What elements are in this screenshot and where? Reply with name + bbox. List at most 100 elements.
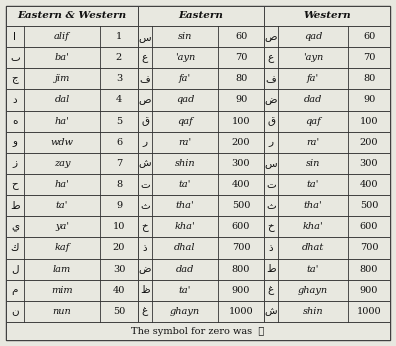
Bar [6, 132, 138, 153]
Text: I: I [13, 31, 17, 42]
Bar [138, 237, 264, 258]
Text: ta': ta' [307, 265, 319, 274]
Text: ف: ف [140, 74, 150, 84]
Text: ذ: ذ [143, 243, 147, 253]
Bar [264, 132, 390, 153]
Text: ghayn: ghayn [170, 307, 200, 316]
Text: 500: 500 [232, 201, 250, 210]
Text: ghayn: ghayn [298, 286, 328, 295]
Text: ya': ya' [55, 222, 69, 231]
Bar [264, 153, 390, 174]
Text: kaf: kaf [54, 244, 70, 253]
Text: ت: ت [266, 180, 276, 190]
Text: 30: 30 [113, 265, 125, 274]
Text: ra': ra' [307, 138, 320, 147]
Text: 6: 6 [116, 138, 122, 147]
Text: 300: 300 [360, 159, 378, 168]
Bar [138, 47, 264, 68]
Text: ر: ر [143, 137, 147, 147]
Text: wdw: wdw [51, 138, 74, 147]
Text: shin: shin [175, 159, 195, 168]
Bar [264, 237, 390, 258]
Text: fa': fa' [179, 74, 191, 83]
Text: 60: 60 [363, 32, 375, 41]
Bar [138, 301, 264, 322]
Text: 1000: 1000 [357, 307, 381, 316]
Text: tha': tha' [176, 201, 194, 210]
Text: 80: 80 [235, 74, 247, 83]
Text: sin: sin [178, 32, 192, 41]
Bar [6, 216, 138, 237]
Bar [264, 47, 390, 68]
Text: 400: 400 [360, 180, 378, 189]
Text: 1: 1 [116, 32, 122, 41]
Text: ظ: ظ [140, 285, 150, 295]
Text: 9: 9 [116, 201, 122, 210]
Text: 'ayn: 'ayn [303, 53, 323, 62]
Text: ba': ba' [55, 53, 69, 62]
Text: 100: 100 [232, 117, 250, 126]
Text: خ: خ [142, 222, 148, 232]
Bar [6, 195, 138, 216]
Bar [264, 68, 390, 89]
Text: ج: ج [11, 74, 18, 84]
Text: 800: 800 [360, 265, 378, 274]
Text: lam: lam [53, 265, 71, 274]
Text: ي: ي [11, 222, 19, 232]
Text: س: س [265, 158, 277, 169]
Text: qaf: qaf [305, 117, 321, 126]
Text: 800: 800 [232, 265, 250, 274]
Text: alif: alif [54, 32, 70, 41]
Bar [264, 89, 390, 111]
Bar [138, 68, 264, 89]
Text: 900: 900 [360, 286, 378, 295]
Text: 500: 500 [360, 201, 378, 210]
Bar [264, 6, 390, 26]
Text: dhat: dhat [302, 244, 324, 253]
Bar [6, 301, 138, 322]
Text: ت: ت [140, 180, 150, 190]
Text: 20: 20 [113, 244, 125, 253]
Text: 300: 300 [232, 159, 250, 168]
Text: ta': ta' [179, 286, 191, 295]
Text: shin: shin [303, 307, 323, 316]
Text: 100: 100 [360, 117, 378, 126]
Bar [6, 89, 138, 111]
Text: 600: 600 [232, 222, 250, 231]
Text: dad: dad [304, 95, 322, 104]
Bar [6, 111, 138, 132]
Text: ٮ: ٮ [10, 53, 20, 63]
Text: kha': kha' [175, 222, 195, 231]
Text: 8: 8 [116, 180, 122, 189]
Text: 3: 3 [116, 74, 122, 83]
Bar [138, 153, 264, 174]
Text: ص: ص [265, 31, 277, 42]
Text: خ: خ [268, 222, 274, 232]
Text: 900: 900 [232, 286, 250, 295]
Text: ع: ع [142, 53, 148, 63]
Bar [264, 195, 390, 216]
Text: 90: 90 [363, 95, 375, 104]
Text: The symbol for zero was  ൯: The symbol for zero was ൯ [131, 327, 265, 336]
Text: ف: ف [266, 74, 276, 84]
Text: 60: 60 [235, 32, 247, 41]
Text: ن: ن [11, 307, 19, 317]
Text: Western: Western [303, 11, 351, 20]
Bar [138, 26, 264, 47]
Text: م: م [12, 285, 18, 295]
Text: 10: 10 [113, 222, 125, 231]
Text: mim: mim [51, 286, 73, 295]
Text: و: و [13, 137, 17, 147]
Text: ح: ح [11, 180, 18, 190]
Bar [6, 6, 138, 26]
Bar [138, 280, 264, 301]
Text: zay: zay [54, 159, 70, 168]
Text: 70: 70 [363, 53, 375, 62]
Bar [138, 216, 264, 237]
Text: 600: 600 [360, 222, 378, 231]
Bar [6, 174, 138, 195]
Bar [6, 280, 138, 301]
Text: د: د [13, 95, 17, 105]
Text: ض: ض [139, 264, 151, 274]
Text: ر: ر [268, 137, 274, 147]
